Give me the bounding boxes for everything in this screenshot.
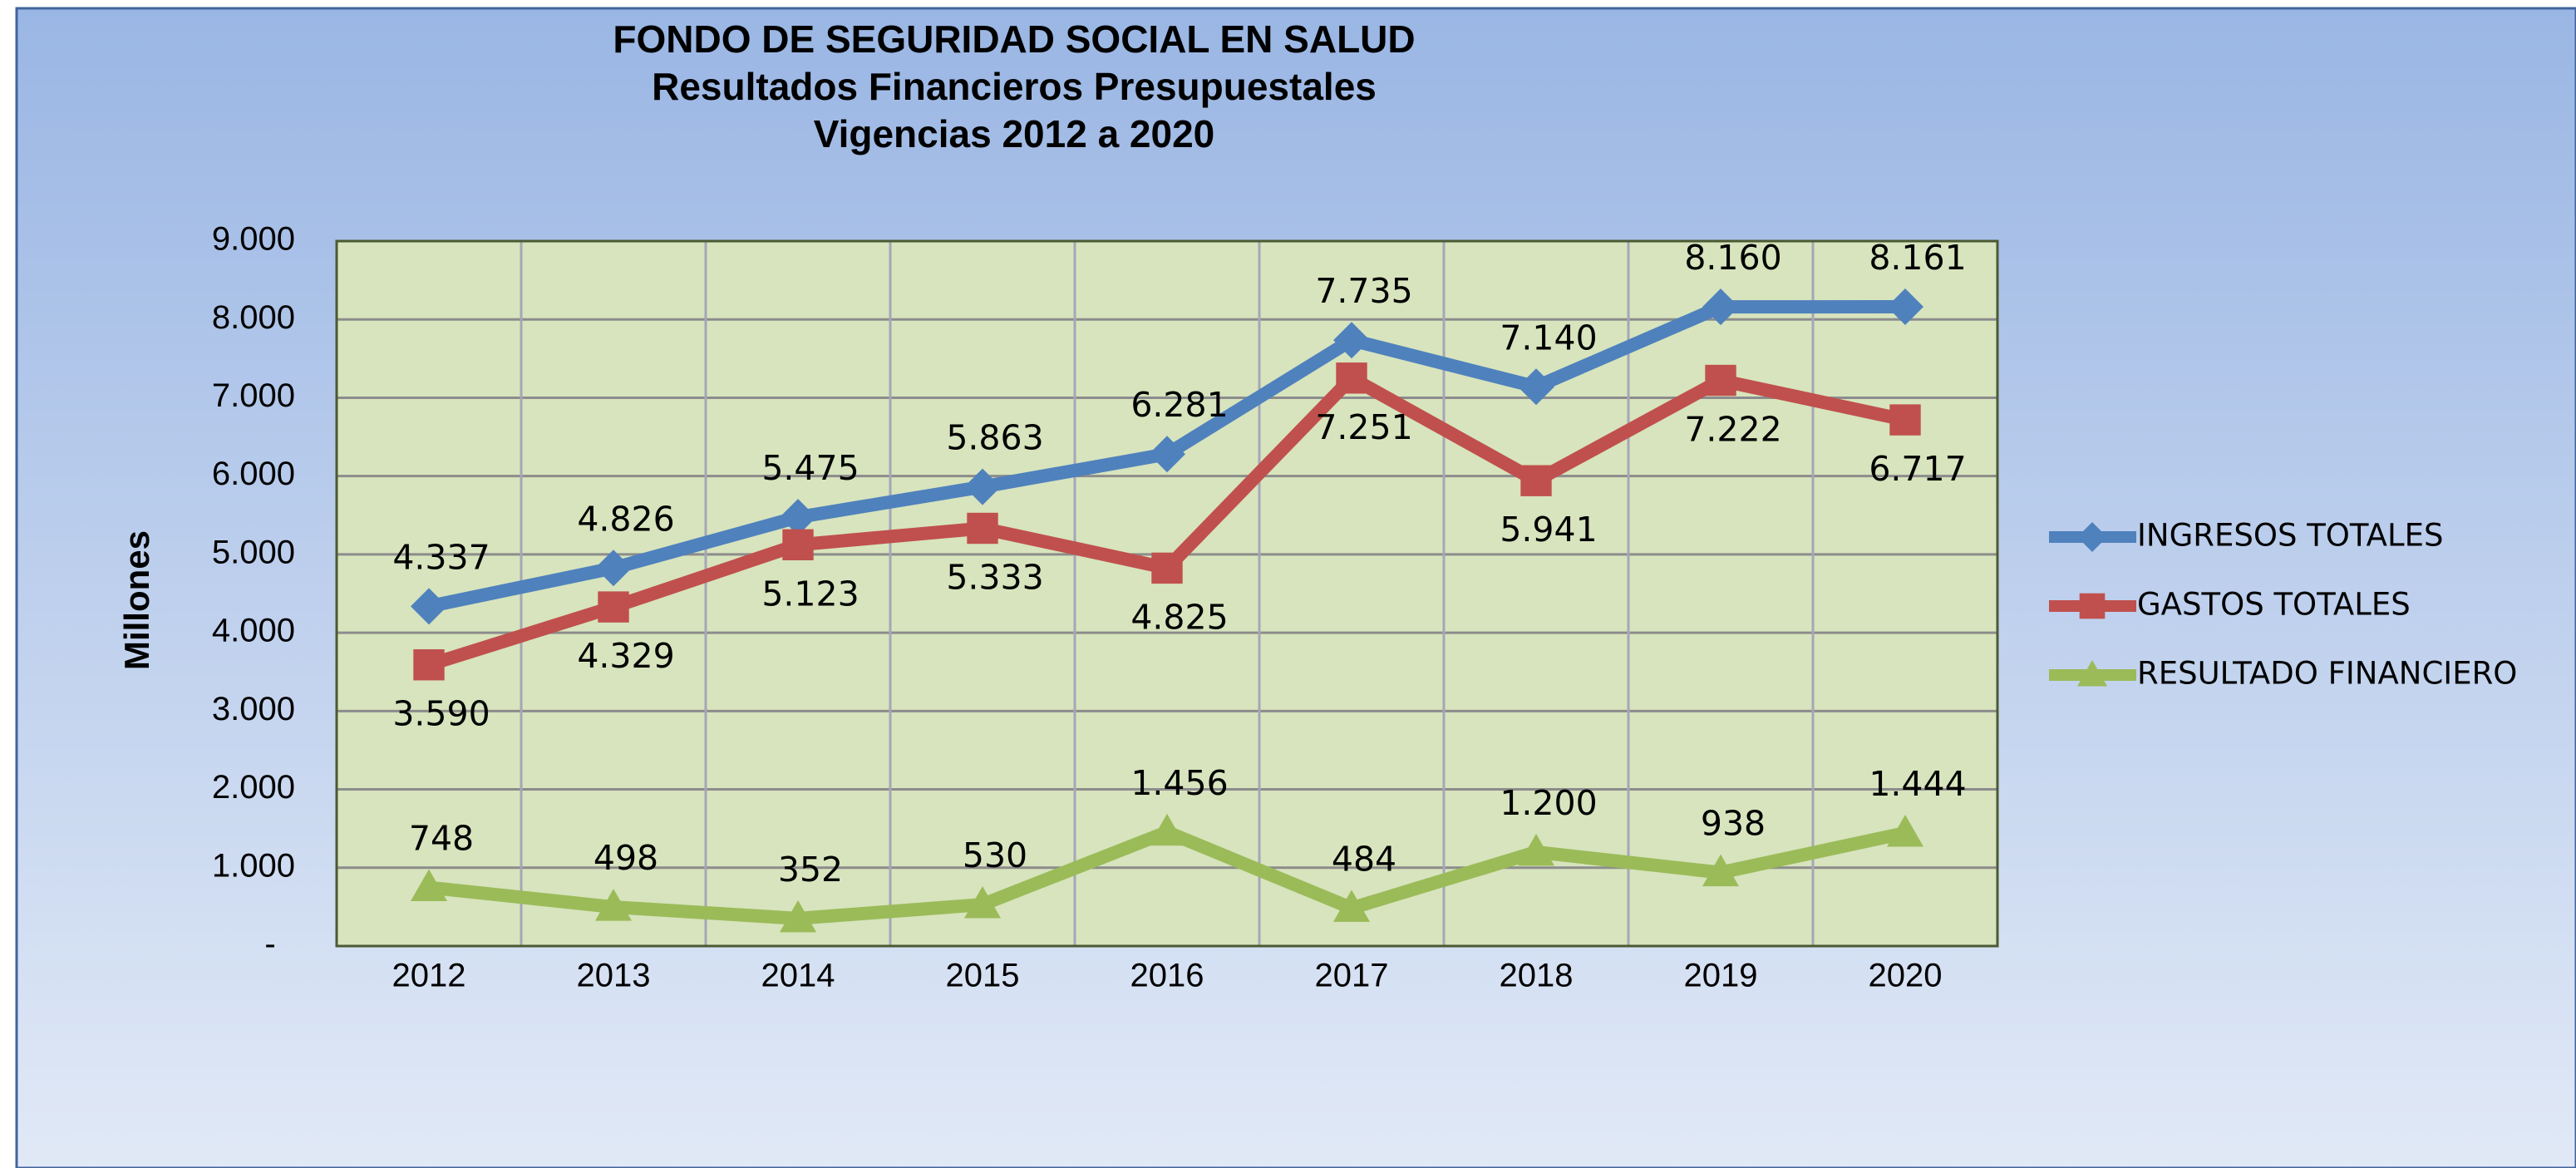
data-point [782, 529, 814, 560]
data-point [1336, 362, 1367, 394]
data-label: 5.123 [761, 574, 859, 614]
data-point [780, 899, 816, 933]
data-point [1151, 552, 1183, 584]
data-point [1518, 368, 1554, 406]
data-label: 8.161 [1869, 238, 1966, 278]
legend-marker [2077, 522, 2107, 552]
y-tick-label: 8.000 [212, 299, 295, 336]
data-point [1887, 814, 1923, 847]
legend-label: GASTOS TOTALES [2137, 587, 2411, 623]
y-tick-label: 7.000 [212, 377, 295, 414]
y-tick-label: 2.000 [212, 769, 295, 806]
y-tick-label: 5.000 [212, 534, 295, 570]
x-tick-label: 2015 [946, 958, 1020, 994]
y-tick-label: - [264, 926, 275, 963]
data-label: 7.251 [1315, 407, 1412, 447]
y-tick-label: 6.000 [212, 456, 295, 492]
data-point [780, 499, 816, 536]
data-point [1518, 833, 1554, 866]
data-label: 7.140 [1500, 318, 1597, 357]
x-tick-label: 2020 [1869, 958, 1943, 994]
data-label: 6.281 [1130, 385, 1228, 425]
x-tick-label: 2018 [1500, 958, 1574, 994]
data-point [1333, 890, 1370, 922]
y-tick-label: 9.000 [212, 221, 295, 258]
data-point [598, 591, 629, 623]
data-label: 1.456 [1130, 763, 1228, 803]
data-point [595, 889, 632, 921]
data-label: 5.475 [761, 448, 859, 488]
legend-label: RESULTADO FINANCIERO [2137, 656, 2517, 692]
data-label: 5.941 [1500, 510, 1597, 550]
data-point [1705, 364, 1736, 397]
data-point [1520, 465, 1552, 496]
x-tick-label: 2013 [577, 958, 651, 994]
data-label: 4.825 [1130, 597, 1228, 637]
data-point [1149, 436, 1185, 473]
chart-title: Vigencias 2012 a 2020 [814, 112, 1215, 155]
y-tick-label: 1.000 [212, 847, 295, 884]
data-label: 4.826 [577, 499, 674, 539]
data-label: 3.590 [392, 694, 490, 734]
data-label: 498 [594, 838, 658, 878]
data-point [967, 512, 998, 545]
data-label: 7.222 [1684, 410, 1781, 450]
data-point [411, 869, 447, 902]
x-tick-label: 2014 [761, 958, 835, 994]
data-point [1333, 322, 1370, 359]
data-label: 7.735 [1315, 271, 1412, 311]
data-label: 352 [778, 850, 843, 890]
data-point [1149, 813, 1185, 846]
x-tick-label: 2019 [1684, 958, 1758, 994]
data-label: 530 [963, 835, 1027, 875]
data-point [411, 588, 447, 625]
legend-marker [2077, 660, 2107, 687]
data-point [413, 649, 445, 681]
x-tick-label: 2012 [392, 958, 466, 994]
data-label: 484 [1332, 839, 1396, 879]
data-point [1702, 288, 1739, 326]
data-point [964, 886, 1001, 919]
x-tick-label: 2016 [1130, 958, 1204, 994]
legend-marker [2079, 593, 2106, 619]
data-label: 5.863 [946, 418, 1043, 458]
data-label: 6.717 [1869, 449, 1966, 489]
x-tick-label: 2017 [1315, 958, 1389, 994]
data-label: 748 [409, 819, 474, 859]
plot-border [335, 239, 1999, 948]
y-tick-label: 3.000 [212, 691, 295, 727]
data-point [1889, 404, 1921, 436]
data-label: 4.337 [392, 537, 490, 577]
data-label: 1.444 [1869, 764, 1966, 804]
data-point [964, 468, 1001, 505]
chart-title: Resultados Financieros Presupuestales [652, 65, 1377, 108]
legend-label: INGRESOS TOTALES [2137, 518, 2443, 554]
data-point [1887, 288, 1923, 326]
data-point [595, 550, 632, 587]
data-label: 8.160 [1684, 238, 1781, 278]
data-point [1702, 854, 1739, 887]
data-label: 5.333 [946, 558, 1043, 598]
data-label: 938 [1701, 804, 1766, 844]
data-label: 4.329 [577, 636, 674, 676]
y-axis-label: Millones [117, 530, 156, 670]
data-label: 1.200 [1500, 783, 1597, 823]
chart-title: FONDO DE SEGURIDAD SOCIAL EN SALUD [613, 17, 1415, 61]
y-tick-label: 4.000 [212, 613, 295, 649]
